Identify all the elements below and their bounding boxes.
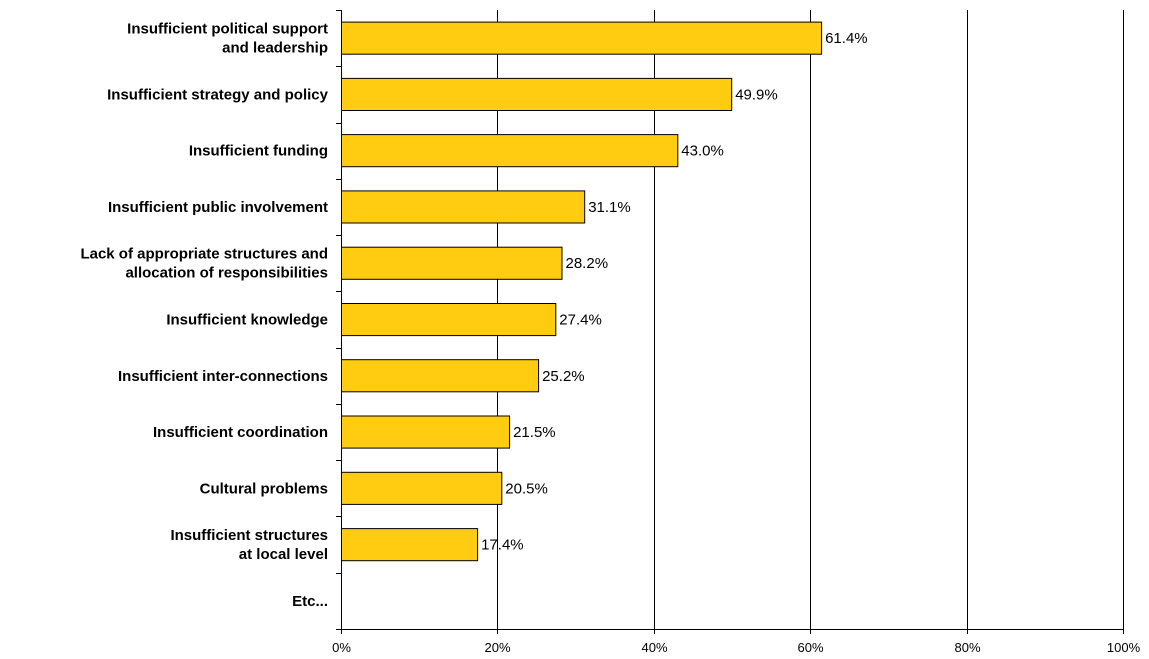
- bar-0: [341, 21, 823, 55]
- category-label-line: Etc...: [292, 593, 328, 610]
- category-labels: Insufficient political support and leader…: [80, 21, 328, 610]
- category-label-line: allocation of responsibilities: [125, 265, 328, 282]
- bar-1: [341, 77, 733, 111]
- category-label-2: Insufficient funding: [189, 143, 328, 160]
- category-label-3: Insufficient public involvement: [108, 199, 328, 216]
- value-label-7: 21.5%: [513, 424, 556, 441]
- bar-6: [341, 359, 540, 393]
- category-label-line: at local level: [239, 546, 328, 563]
- category-label-line: Cultural problems: [200, 480, 328, 497]
- bar-5: [341, 303, 557, 337]
- category-label-line: Insufficient political support: [127, 21, 328, 38]
- value-label-5: 27.4%: [559, 312, 602, 329]
- category-label-line: Insufficient strategy and policy: [107, 86, 329, 103]
- category-label-9: Insufficient structures at local level: [170, 527, 328, 563]
- x-tick-label-5: 100%: [1107, 640, 1141, 655]
- bar-7: [341, 415, 511, 449]
- axes: [336, 10, 1124, 634]
- category-label-line: Insufficient public involvement: [108, 199, 328, 216]
- category-label-7: Insufficient coordination: [153, 424, 328, 441]
- category-label-0: Insufficient political support and leader…: [127, 21, 328, 57]
- value-label-2: 43.0%: [681, 143, 724, 160]
- category-label-6: Insufficient inter-connections: [118, 368, 328, 385]
- category-label-1: Insufficient strategy and policy: [107, 86, 329, 103]
- bar-9: [341, 528, 479, 562]
- value-label-0: 61.4%: [825, 30, 868, 47]
- category-label-line: Insufficient inter-connections: [118, 368, 328, 385]
- bar-3: [341, 190, 586, 224]
- category-label-10: Etc...: [292, 593, 328, 610]
- category-label-5: Insufficient knowledge: [166, 312, 328, 329]
- bar-8: [341, 471, 503, 505]
- value-label-1: 49.9%: [735, 86, 778, 103]
- bar-4: [341, 246, 563, 280]
- x-tick-label-0: 0%: [332, 640, 351, 655]
- value-label-9: 17.4%: [481, 537, 524, 554]
- x-tick-labels: 0% 20% 40% 60% 80% 100%: [332, 640, 1140, 655]
- x-tick-label-1: 20%: [484, 640, 510, 655]
- category-label-line: Insufficient knowledge: [166, 312, 328, 329]
- category-label-line: Insufficient coordination: [153, 424, 328, 441]
- bar-2: [341, 134, 679, 168]
- value-label-6: 25.2%: [542, 368, 585, 385]
- category-label-line: Insufficient structures: [170, 527, 328, 544]
- category-label-line: Insufficient funding: [189, 143, 328, 160]
- category-label-line: Lack of appropriate structures and: [80, 246, 328, 263]
- x-tick-label-3: 60%: [797, 640, 823, 655]
- x-tick-label-2: 40%: [641, 640, 667, 655]
- value-label-4: 28.2%: [566, 255, 609, 272]
- value-labels: 61.4% 49.9% 43.0% 31.1% 28.2% 27.4% 25.2% 21.5%…: [481, 30, 868, 554]
- category-label-8: Cultural problems: [200, 480, 328, 497]
- value-label-8: 20.5%: [505, 480, 548, 497]
- gridlines: [497, 10, 1124, 629]
- value-label-3: 31.1%: [588, 199, 631, 216]
- x-tick-label-4: 80%: [954, 640, 980, 655]
- category-label-line: and leadership: [222, 40, 328, 57]
- category-label-4: Lack of appropriate structures and alloca…: [80, 246, 328, 282]
